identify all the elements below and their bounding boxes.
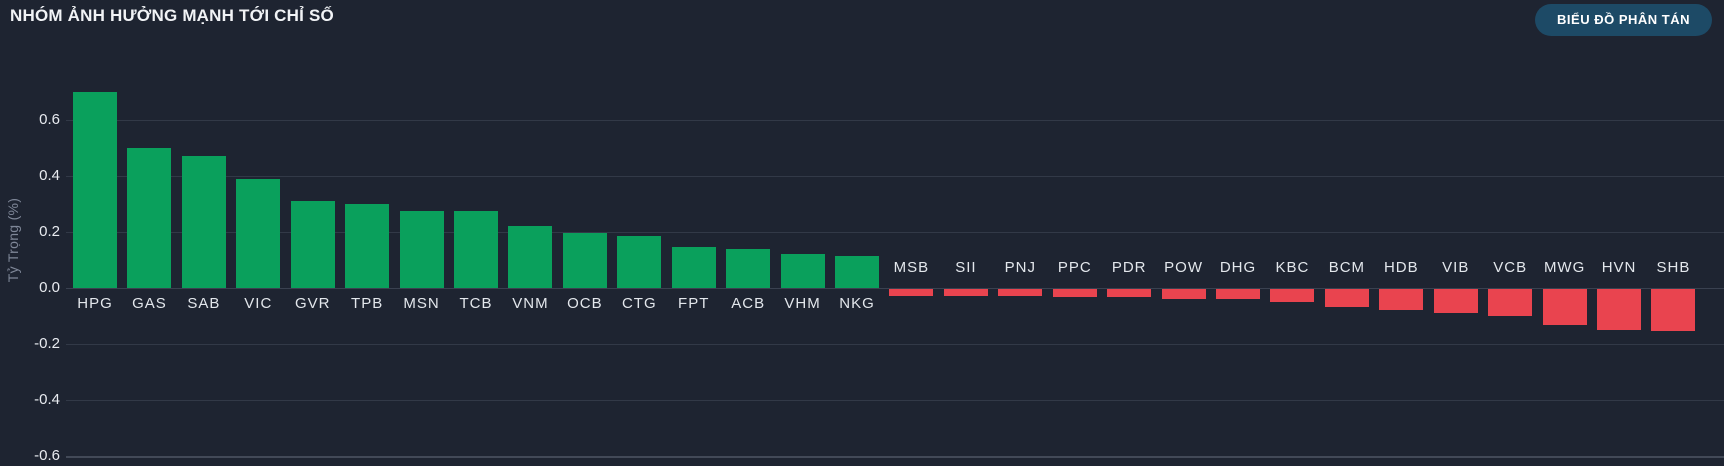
bar-MWG[interactable] [1542,289,1587,326]
bar-PDR[interactable] [1107,289,1152,298]
bar-KBC[interactable] [1270,289,1315,302]
bar-OCB[interactable] [562,233,607,288]
bar-TPB[interactable] [345,204,390,288]
bar-label-VIB: VIB [1442,259,1470,276]
bar-label-SHB: SHB [1656,259,1691,276]
bar-label-HDB: HDB [1383,259,1419,276]
bar-label-KBC: KBC [1275,259,1310,276]
bar-label-BCM: BCM [1328,259,1366,276]
bar-DHG[interactable] [1216,289,1261,299]
bar-label-PPC: PPC [1057,259,1092,276]
bar-FPT[interactable] [671,247,716,288]
bar-PNJ[interactable] [998,289,1043,296]
bar-label-CTG: CTG [621,295,657,312]
bar-label-GAS: GAS [132,295,167,312]
bar-label-OCB: OCB [567,295,603,312]
bar-HDB[interactable] [1379,289,1424,310]
y-tick--0.2: -0.2 [34,335,60,352]
bar-label-GVR: GVR [294,295,331,312]
y-tick-0.0: 0.0 [39,279,60,296]
bar-label-VIC: VIC [244,295,273,312]
bar-label-PNJ: PNJ [1004,259,1036,276]
bar-VHM[interactable] [780,254,825,288]
bar-CTG[interactable] [617,236,662,288]
bar-GAS[interactable] [127,148,172,288]
y-tick--0.6: -0.6 [34,447,60,464]
bar-label-POW: POW [1164,259,1204,276]
bar-label-MSB: MSB [893,259,930,276]
bar-label-FPT: FPT [678,295,710,312]
gridline-0.6 [66,120,1724,121]
bar-PPC[interactable] [1052,289,1097,298]
bar-SAB[interactable] [181,156,226,288]
bar-HVN[interactable] [1597,289,1642,330]
gridline--0.2 [66,344,1724,345]
bar-label-DHG: DHG [1219,259,1257,276]
gridline--0.4 [66,400,1724,401]
bar-VCB[interactable] [1488,289,1533,316]
bar-VNM[interactable] [508,226,553,288]
bar-label-TPB: TPB [351,295,384,312]
bar-label-TCB: TCB [459,295,493,312]
bar-VIB[interactable] [1433,289,1478,313]
bar-label-SAB: SAB [187,295,221,312]
bar-label-ACB: ACB [731,295,766,312]
bar-label-PDR: PDR [1111,259,1147,276]
y-tick-0.6: 0.6 [39,111,60,128]
bar-label-VCB: VCB [1493,259,1528,276]
bar-MSB[interactable] [889,289,934,296]
gridline-0.0 [66,288,1724,289]
gridline-0.4 [66,176,1724,177]
gridline--0.6 [66,456,1724,458]
bar-TCB[interactable] [454,211,498,288]
y-tick-0.4: 0.4 [39,167,60,184]
page-title: NHÓM ẢNH HƯỞNG MẠNH TỚI CHỈ SỐ [10,6,334,25]
y-tick-0.2: 0.2 [39,223,60,240]
gridline-0.2 [66,232,1724,233]
bar-label-HVN: HVN [1601,259,1637,276]
bar-HPG[interactable] [73,92,117,288]
bar-GVR[interactable] [290,201,335,288]
bar-SII[interactable] [943,289,988,296]
bar-label-HPG: HPG [77,295,113,312]
scatter-chart-button[interactable]: BIỂU ĐỒ PHÂN TÁN [1535,4,1712,36]
bar-NKG[interactable] [835,255,880,288]
bar-MSN[interactable] [399,211,444,288]
bar-SHB[interactable] [1651,289,1696,331]
bar-POW[interactable] [1161,289,1206,299]
bar-ACB[interactable] [726,248,771,288]
y-tick--0.4: -0.4 [34,391,60,408]
bar-label-VNM: VNM [512,295,549,312]
bar-label-VHM: VHM [784,295,821,312]
bar-label-MWG: MWG [1543,259,1586,276]
bar-label-NKG: NKG [839,295,875,312]
bar-label-MSN: MSN [403,295,440,312]
bar-label-SII: SII [955,259,977,276]
bar-BCM[interactable] [1324,289,1369,308]
bar-VIC[interactable] [236,178,281,288]
